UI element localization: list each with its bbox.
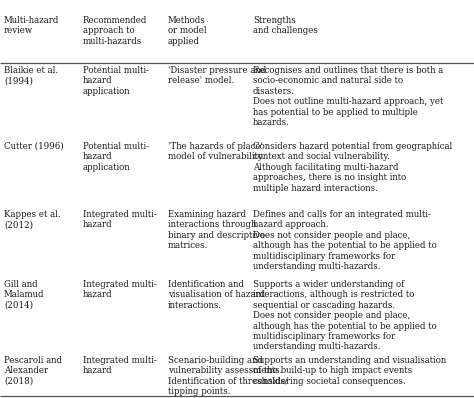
Text: Kappes et al.
(2012): Kappes et al. (2012) xyxy=(4,210,61,229)
Text: 'Disaster pressure and
release' model.: 'Disaster pressure and release' model. xyxy=(168,66,266,86)
Text: Gill and
Malamud
(2014): Gill and Malamud (2014) xyxy=(4,280,45,310)
Text: Recommended
approach to
multi-hazards: Recommended approach to multi-hazards xyxy=(83,16,147,46)
Text: Strengths
and challenges: Strengths and challenges xyxy=(253,16,318,35)
Text: Supports a wider understanding of
interactions, although is restricted to
sequen: Supports a wider understanding of intera… xyxy=(253,280,437,351)
Text: Blaikie et al.
(1994): Blaikie et al. (1994) xyxy=(4,66,58,86)
Text: Pescaroli and
Alexander
(2018): Pescaroli and Alexander (2018) xyxy=(4,356,62,386)
Text: Recognises and outlines that there is both a
socio-economic and natural side to
: Recognises and outlines that there is bo… xyxy=(253,66,443,127)
Text: Integrated multi-
hazard: Integrated multi- hazard xyxy=(83,210,157,229)
Text: Scenario-building and
vulnerability assessments.
Identification of thresholds/
t: Scenario-building and vulnerability asse… xyxy=(168,356,288,396)
Text: Considers hazard potential from geographical
context and social vulnerability.
A: Considers hazard potential from geograph… xyxy=(253,142,452,193)
Text: Supports an understanding and visualisation
of the build-up to high impact event: Supports an understanding and visualisat… xyxy=(253,356,446,386)
Text: 'The hazards of place'
model of vulnerability.: 'The hazards of place' model of vulnerab… xyxy=(168,142,264,162)
Text: Methods
or model
applied: Methods or model applied xyxy=(168,16,207,46)
Text: Cutter (1996): Cutter (1996) xyxy=(4,142,64,151)
Text: Identification and
visualisation of hazard
interactions.: Identification and visualisation of haza… xyxy=(168,280,265,310)
Text: Integrated multi-
hazard: Integrated multi- hazard xyxy=(83,280,157,299)
Text: Potential multi-
hazard
application: Potential multi- hazard application xyxy=(83,142,149,172)
Text: Examining hazard
interactions through
binary and descriptive
matrices.: Examining hazard interactions through bi… xyxy=(168,210,265,250)
Text: Defines and calls for an integrated multi-
hazard approach.
Does not consider pe: Defines and calls for an integrated mult… xyxy=(253,210,437,271)
Text: Integrated multi-
hazard: Integrated multi- hazard xyxy=(83,356,157,375)
Text: Potential multi-
hazard
application: Potential multi- hazard application xyxy=(83,66,149,96)
Text: Multi-hazard
review: Multi-hazard review xyxy=(4,16,59,35)
